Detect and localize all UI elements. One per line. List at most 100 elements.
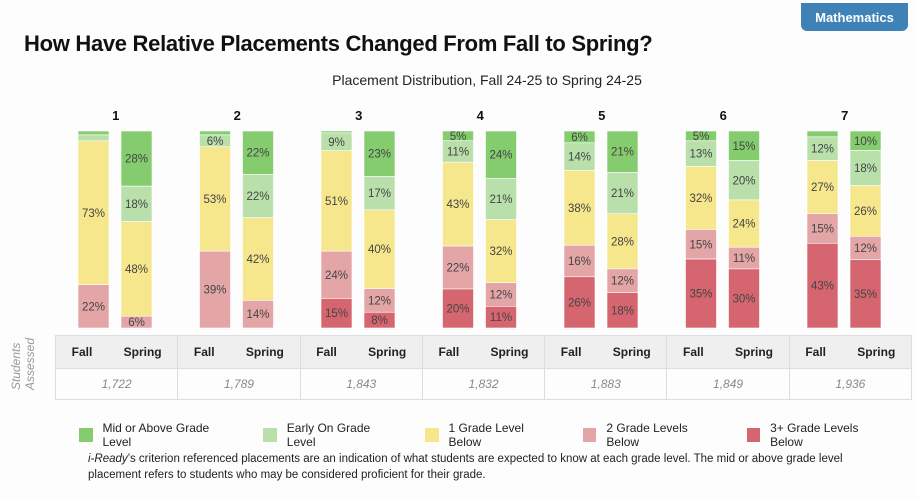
bar-segment-fall [563, 244, 596, 278]
bar-segment-spring [242, 174, 274, 218]
data-label: 48% [125, 264, 148, 276]
term-label: Fall [438, 345, 460, 359]
term-header: Fall Spring [667, 336, 789, 369]
bar-segment-spring [363, 130, 396, 177]
bar-segment-fall [320, 250, 353, 299]
term-header: Fall Spring [545, 336, 667, 369]
bar-segment-spring [485, 306, 517, 329]
data-label: 20% [446, 303, 469, 315]
data-label: 22% [246, 148, 269, 160]
students-count: 1,849 [713, 377, 744, 391]
data-label: 26% [568, 297, 591, 309]
data-label: 40% [368, 244, 391, 256]
students-count: 1,843 [346, 377, 377, 391]
data-label: 73% [82, 208, 105, 220]
data-label: 23% [368, 149, 391, 161]
data-label: 15% [811, 224, 834, 236]
bar-segment-fall [563, 142, 596, 171]
data-label: 43% [446, 199, 469, 211]
data-label: 42% [246, 254, 269, 266]
bar-segment-fall [77, 134, 110, 142]
grade-label: 1 [112, 108, 119, 123]
term-label: Spring [857, 345, 896, 359]
term-label: Fall [683, 345, 704, 359]
data-label: 16% [568, 256, 591, 268]
data-label: 32% [489, 246, 512, 258]
legend-item: Mid or Above Grade Level [79, 421, 236, 449]
legend: Mid or Above Grade Level Early On Grade L… [79, 421, 917, 449]
bar-segment-fall [77, 284, 110, 329]
bar-segment-fall [685, 258, 717, 329]
legend-item: Early On Grade Level [263, 421, 398, 449]
data-label: 22% [82, 301, 105, 313]
data-label: 18% [611, 305, 634, 317]
data-label: 38% [568, 203, 591, 215]
subject-badge[interactable]: Mathematics [801, 3, 908, 31]
data-label: 12% [368, 295, 391, 307]
students-assessed-table: Fall Spring 1,722 Fall Spring 1,789 Fall Spring… [55, 335, 912, 400]
bar-segment-spring [120, 315, 153, 329]
legend-item: 2 Grade Levels Below [582, 421, 720, 449]
grade-label: 4 [477, 108, 485, 123]
bar-segment-fall [563, 170, 596, 246]
data-label: 15% [325, 308, 348, 320]
bar-segment-spring [242, 217, 274, 301]
term-label: Spring [245, 345, 284, 359]
term-label: Fall [560, 345, 582, 359]
bar-segment-spring [849, 259, 882, 329]
bar-segment-spring [363, 311, 396, 329]
data-label: 43% [811, 281, 834, 293]
data-label: 13% [689, 149, 712, 161]
grade-column: Fall Spring 1,849 [667, 336, 790, 399]
grade-label: 7 [841, 108, 848, 123]
data-label: 30% [732, 293, 755, 305]
bar-segment-fall [806, 242, 839, 329]
bar-segment-spring [120, 130, 153, 187]
bar-segment-spring [363, 176, 396, 211]
data-label: 21% [489, 194, 512, 206]
bar-segment-spring [120, 185, 153, 222]
legend-label: Mid or Above Grade Level [102, 421, 210, 449]
term-label: Fall [71, 345, 93, 359]
legend-swatch [746, 428, 761, 442]
bar-segment-fall [806, 130, 839, 138]
data-label: 24% [489, 150, 512, 162]
grade-column: Fall Spring 1,843 [300, 336, 423, 399]
bar-segment-spring [485, 177, 517, 220]
students-count: 1,936 [835, 377, 866, 391]
legend-item: 1 Grade Level Below [425, 421, 556, 449]
bar-segment-spring [849, 185, 882, 237]
data-label: 10% [854, 136, 877, 148]
bar-segment-spring [728, 268, 760, 329]
chart-title: Placement Distribution, Fall 24-25 to Sp… [332, 72, 642, 88]
term-label: Spring [123, 345, 162, 359]
data-label: 12% [854, 243, 877, 255]
data-label: 21% [611, 147, 634, 159]
bar-segment-fall [77, 130, 110, 136]
bar-segment-spring [728, 199, 760, 248]
data-label: 11% [447, 146, 469, 158]
bar-segment-fall [442, 161, 474, 247]
legend-swatch [425, 428, 439, 442]
legend-label: 1 Grade Level Below [448, 421, 524, 449]
bar-segment-fall [199, 250, 231, 329]
data-label: 32% [689, 193, 712, 205]
term-label: Spring [368, 345, 407, 359]
bar-segment-fall [199, 130, 231, 136]
term-label: Spring [490, 345, 529, 359]
grade-column: Fall Spring 1,789 [178, 336, 301, 399]
grade-label: 2 [234, 108, 241, 123]
data-label: 28% [611, 236, 634, 248]
students-count: 1,883 [590, 377, 621, 391]
bar-segment-spring [728, 160, 760, 201]
term-label: Fall [805, 345, 826, 359]
bar-segment-spring [485, 130, 517, 179]
data-label: 5% [693, 131, 710, 143]
data-label: 8% [371, 315, 388, 327]
grade-column: Fall Spring 1,936 [789, 336, 911, 399]
term-header: Fall Spring [300, 336, 422, 369]
term-header: Fall Spring [178, 336, 300, 369]
data-label: 12% [611, 276, 634, 288]
footnote-text: ’s criterion referenced placements are a… [88, 453, 843, 481]
data-label: 20% [732, 175, 755, 187]
